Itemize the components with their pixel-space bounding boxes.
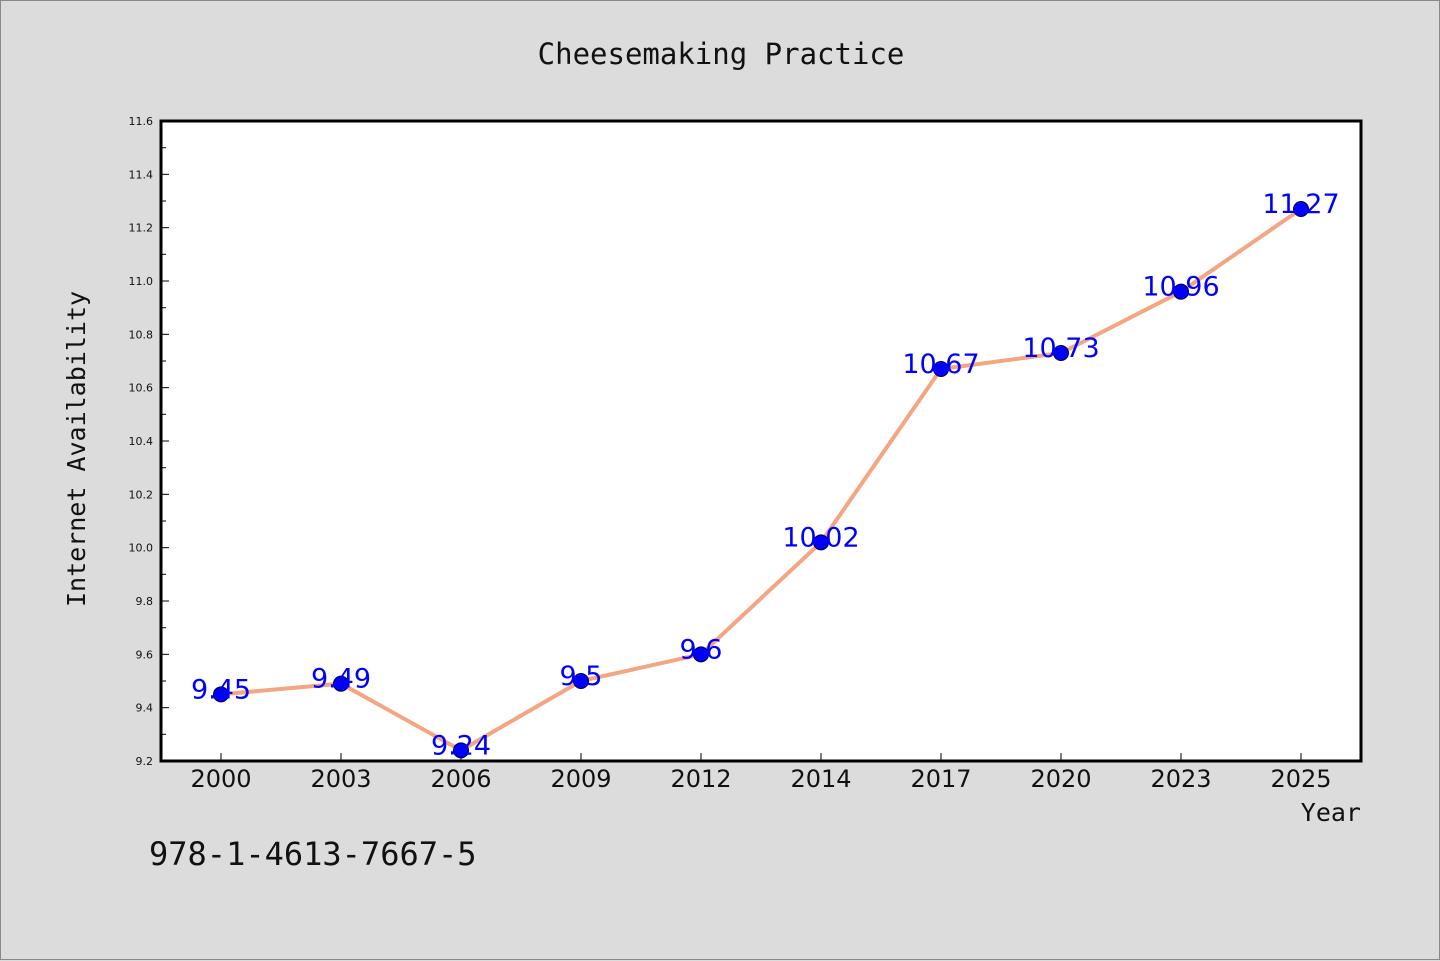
plot-area <box>159 119 1363 763</box>
y-axis-ticks: 9.2 9.4 9.6 9.8 10.0 10.2 10.4 10.6 10.8 11.0 11.2… <box>129 115 169 768</box>
x-axis-label: Year <box>1301 798 1361 827</box>
data-label: 11.27 <box>1262 189 1339 220</box>
series-layer: 9.45 9.49 9.24 9.5 9.6 10.02 10.67 10.73 10.96 11… <box>191 189 1340 761</box>
x-tick-label: 2006 <box>430 765 491 793</box>
y-axis-label: Internet Availability <box>62 291 91 607</box>
data-label: 10.96 <box>1142 272 1219 303</box>
data-point <box>333 675 349 692</box>
y-tick-label: 11.6 <box>129 115 154 128</box>
x-tick-label: 2020 <box>1030 765 1091 793</box>
y-tick-label: 9.8 <box>136 595 154 608</box>
x-tick-label: 2017 <box>910 765 971 793</box>
y-tick-label: 10.6 <box>129 382 154 395</box>
y-tick-label: 9.6 <box>136 648 154 661</box>
y-tick-label: 11.2 <box>129 222 154 235</box>
data-point <box>933 361 949 377</box>
data-point <box>813 534 829 551</box>
x-tick-label: 2000 <box>190 765 251 793</box>
x-tick-label: 2012 <box>670 765 731 793</box>
data-point <box>693 646 709 663</box>
data-point <box>453 742 469 759</box>
data-label: 9.49 <box>311 664 371 695</box>
data-point <box>1053 345 1069 361</box>
x-tick-label: 2009 <box>550 765 611 793</box>
data-label: 9.6 <box>680 634 723 665</box>
data-point <box>213 686 229 703</box>
y-tick-label: 10.0 <box>129 542 154 555</box>
data-label: 10.02 <box>782 522 859 553</box>
y-tick-label: 11.4 <box>129 168 154 181</box>
data-label: 10.67 <box>902 349 979 380</box>
data-label: 9.5 <box>560 661 603 692</box>
data-point <box>1173 283 1189 300</box>
data-point <box>573 673 589 689</box>
y-tick-label: 11.0 <box>129 275 154 288</box>
y-tick-label: 10.8 <box>129 328 154 341</box>
data-label: 10.73 <box>1022 333 1099 364</box>
y-tick-label: 9.4 <box>136 702 154 715</box>
data-point <box>1293 201 1309 217</box>
series-line <box>220 207 1303 753</box>
x-tick-label: 2025 <box>1270 765 1331 793</box>
data-label: 9.24 <box>431 730 491 761</box>
x-tick-label: 2003 <box>310 765 371 793</box>
data-label: 9.45 <box>191 674 251 705</box>
y-tick-label: 10.2 <box>129 488 154 501</box>
chart-title: Cheesemaking Practice <box>538 37 905 71</box>
isbn-text: 978-1-4613-7667-5 <box>149 835 477 873</box>
y-tick-label: 9.2 <box>136 755 154 768</box>
y-tick-label: 10.4 <box>129 435 154 448</box>
x-tick-label: 2014 <box>790 765 851 793</box>
x-tick-label: 2023 <box>1150 765 1211 793</box>
x-axis-ticks: 2000 2003 2006 2009 2012 2014 2017 2020 2023 2025 <box>190 753 1332 793</box>
